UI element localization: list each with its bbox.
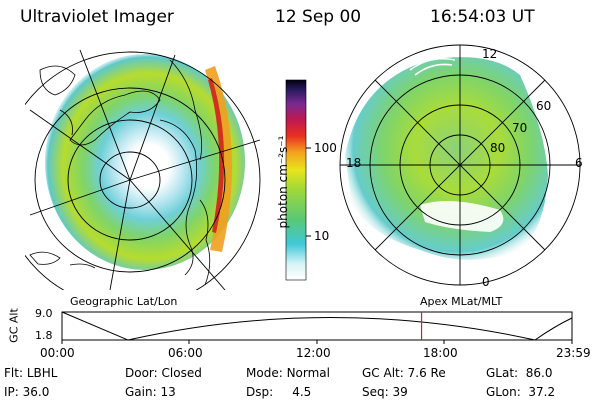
- status-glon: GLon: 37.2: [486, 386, 555, 398]
- status-flt: Flt: LBHL: [4, 367, 57, 379]
- left-panel-caption: Geographic Lat/Lon: [70, 295, 178, 308]
- status-mode-label: Mode:: [246, 366, 283, 380]
- status-dsp-label: Dsp:: [246, 385, 274, 399]
- xtick-label-0: 00:00: [40, 346, 75, 360]
- status-flt-label: Flt:: [4, 366, 23, 380]
- status-glon-value: 37.2: [528, 385, 556, 399]
- colorbar-label-10: 10: [314, 229, 330, 243]
- mlat-label-60: 60: [536, 99, 552, 113]
- oval-polar-void: [420, 201, 504, 232]
- xtick-label-2: 12:00: [296, 346, 331, 360]
- instrument-title: Ultraviolet Imager: [20, 7, 174, 27]
- status-door: Door: Closed: [125, 367, 202, 379]
- status-glat-value: 86.0: [525, 366, 553, 380]
- status-seq-value: 39: [392, 385, 408, 399]
- status-glon-label: GLon:: [486, 385, 521, 399]
- status-glat-label: GLat:: [486, 366, 519, 380]
- xtick-label-4: 23:59: [556, 346, 591, 360]
- mlt-label-6: 6: [575, 156, 583, 170]
- altitude-plot-frame: [61, 311, 573, 341]
- status-dsp: Dsp: 4.5: [246, 386, 311, 398]
- mlat-label-80: 80: [490, 141, 506, 155]
- altitude-ytick-high: 9.0: [35, 307, 53, 320]
- status-seq-label: Seq:: [362, 385, 389, 399]
- colorbar-unit-label: photon cm⁻²s⁻¹: [276, 135, 290, 229]
- status-gcalt-label: GC Alt:: [362, 366, 404, 380]
- status-seq: Seq: 39: [362, 386, 408, 398]
- status-dsp-value: 4.5: [292, 385, 312, 399]
- dayside-glow-core: [208, 78, 225, 233]
- mlat-mlt-image: [345, 57, 548, 261]
- status-gain-value: 13: [160, 385, 176, 399]
- dayside-glow: [205, 66, 232, 252]
- bright-arcs: [409, 58, 456, 76]
- aurora-oval-right: [345, 57, 548, 261]
- status-gain: Gain: 13: [125, 386, 176, 398]
- status-ip-value: 36.0: [22, 385, 50, 399]
- mlt-label-12: 12: [482, 47, 498, 61]
- mlat-label-70: 70: [512, 121, 528, 135]
- time-label: 16:54:03 UT: [430, 7, 535, 27]
- status-door-value: Closed: [161, 366, 202, 380]
- xtick-label-3: 18:00: [423, 346, 458, 360]
- coastlines: [29, 59, 211, 286]
- status-door-label: Door:: [125, 366, 158, 380]
- right-panel-caption: Apex MLat/MLT: [420, 295, 503, 308]
- colorbar: [285, 79, 307, 281]
- mlt-label-0: 0: [482, 275, 490, 289]
- altitude-ytick-low: 1.8: [35, 329, 53, 342]
- date-label: 12 Sep 00: [275, 7, 362, 27]
- altitude-ylabel: GC Alt: [7, 308, 21, 343]
- status-flt-value: LBHL: [26, 366, 58, 380]
- status-mode-value: Normal: [286, 366, 330, 380]
- status-ip-label: IP:: [4, 385, 19, 399]
- geographic-image: [25, 49, 261, 290]
- geo-grid: [25, 49, 261, 290]
- xtick-label-1: 06:00: [168, 346, 203, 360]
- status-gain-label: Gain:: [125, 385, 157, 399]
- mlt-label-18: 18: [346, 156, 362, 170]
- status-gcalt-value: 7.6 Re: [407, 366, 446, 380]
- polar-grid: [339, 44, 581, 286]
- colorbar-label-100: 100: [314, 141, 337, 155]
- altitude-curve: [61, 311, 573, 341]
- status-mode: Mode: Normal: [246, 367, 330, 379]
- status-gcalt: GC Alt: 7.6 Re: [362, 367, 446, 379]
- status-glat: GLat: 86.0: [486, 367, 552, 379]
- status-ip: IP: 36.0: [4, 386, 49, 398]
